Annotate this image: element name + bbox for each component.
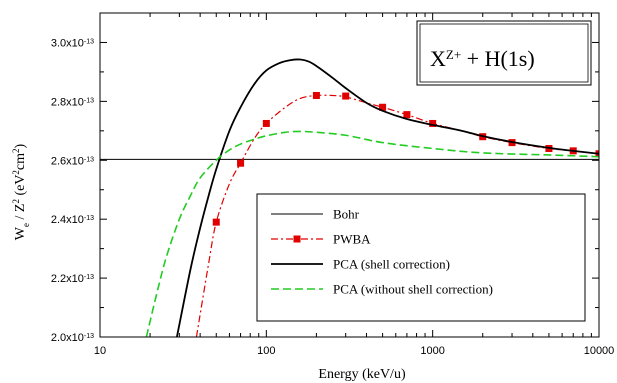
series-group bbox=[100, 58, 599, 337]
y-tick-label: 2.4x10-13 bbox=[51, 214, 94, 226]
legend-marker bbox=[293, 235, 301, 243]
ylabel-unit-cm: cm bbox=[13, 153, 28, 170]
ylabel-two: 2 bbox=[11, 199, 21, 204]
ylabel-unit-close: ) bbox=[13, 143, 28, 148]
plot-frame bbox=[99, 12, 600, 338]
y-tick-label: 2.6x10-13 bbox=[51, 155, 94, 167]
pwba-marker bbox=[237, 159, 245, 167]
x-axis-label: Energy (keV/u) bbox=[318, 367, 406, 382]
series-line-4 bbox=[145, 130, 599, 337]
pwba-marker bbox=[212, 218, 220, 226]
y-axis-label: We / Z2 (eV2cm2) bbox=[11, 143, 31, 240]
series-layer bbox=[100, 58, 599, 337]
ylabel-e: e bbox=[21, 223, 31, 227]
series-line-3 bbox=[176, 58, 599, 337]
pwba-marker bbox=[262, 119, 270, 127]
legend-label-3: PCA (shell correction) bbox=[333, 257, 450, 272]
pwba-marker bbox=[342, 92, 350, 100]
y-tick-label: 2.2x10-13 bbox=[51, 273, 94, 285]
ylabel-unit-cm2: 2 bbox=[11, 148, 21, 153]
series-line-2 bbox=[195, 94, 599, 337]
pwba-marker bbox=[403, 111, 411, 119]
x-tick-label: 1000 bbox=[420, 345, 444, 357]
x-tick-label: 100 bbox=[257, 345, 275, 357]
x-tick-label: 10000 bbox=[584, 345, 615, 357]
title-box: XZ+ + H(1s) bbox=[416, 20, 592, 86]
svg-text:XZ+ + H(1s): XZ+ + H(1s) bbox=[430, 46, 535, 71]
y-tick-label: 2.0x10-13 bbox=[51, 332, 94, 344]
ylabel-mid: / Z bbox=[13, 204, 28, 223]
ylabel-w: W bbox=[13, 226, 28, 240]
y-tick-label: 3.0x10-13 bbox=[51, 37, 94, 49]
pwba-marker bbox=[379, 103, 387, 111]
legend-label-1: Bohr bbox=[333, 207, 360, 222]
ylabel-unit-open: (eV bbox=[13, 175, 28, 200]
title-sup: Z+ bbox=[446, 47, 461, 62]
pwba-marker bbox=[429, 119, 437, 127]
title-main: X bbox=[430, 46, 446, 71]
title-box-inner bbox=[419, 23, 589, 83]
ylabel-unit-two: 2 bbox=[11, 170, 21, 175]
title-rest: + H(1s) bbox=[461, 46, 535, 71]
legend: Bohr PWBA PCA (shell correction) PCA (witho… bbox=[256, 193, 586, 322]
title-box-frame bbox=[416, 20, 592, 86]
legend-frame bbox=[256, 193, 586, 322]
legend-label-4: PCA (without shell correction) bbox=[333, 282, 493, 297]
svg-text:We / Z2 (eV2cm2): We / Z2 (eV2cm2) bbox=[11, 143, 31, 240]
ticks-layer: 10 100 1000 10000 2.0x10-13 2.2x10-13 2.4x10-1… bbox=[51, 13, 614, 357]
y-tick-label: 2.8x10-13 bbox=[51, 96, 94, 108]
legend-label-2: PWBA bbox=[333, 232, 371, 247]
pwba-marker bbox=[312, 91, 320, 99]
x-tick-label: 10 bbox=[94, 345, 106, 357]
